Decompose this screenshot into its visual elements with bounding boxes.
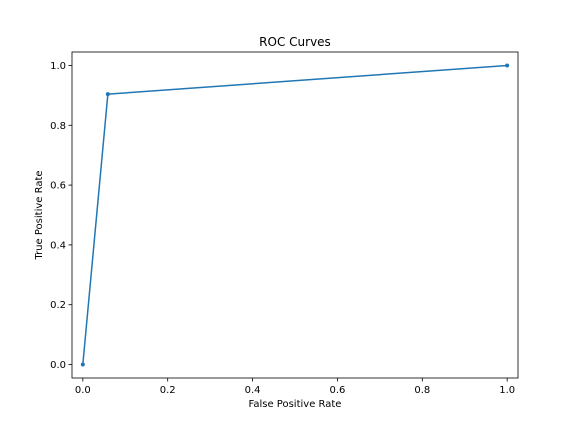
x-tick-label: 0.2 [160,385,176,396]
y-tick-label: 0.8 [50,121,66,132]
y-tick-label: 0.2 [50,300,66,311]
x-tick-label: 0.8 [414,385,430,396]
x-tick-label: 1.0 [499,385,515,396]
y-tick-label: 0.6 [50,181,66,192]
x-tick-label: 0.4 [245,385,261,396]
x-tick-label: 0.0 [75,385,91,396]
x-axis-label: False Positive Rate [249,399,342,410]
y-axis-ticks: 0.0 0.2 0.4 0.6 0.8 1.0 [50,61,72,371]
plot-frame [71,51,519,379]
roc-curve-line [82,64,508,365]
x-axis-ticks: 0.0 0.2 0.4 0.6 0.8 1.0 [75,378,515,396]
x-tick-label: 0.6 [329,385,345,396]
chart-title: ROC Curves [259,35,331,49]
y-axis-label: True Positive Rate [34,170,45,260]
plot-area [80,63,510,367]
roc-curve-point [105,92,110,97]
y-tick-label: 0.4 [50,240,66,251]
roc-curve-point [505,63,510,68]
y-tick-label: 1.0 [50,61,66,72]
y-tick-label: 0.0 [50,360,66,371]
roc-curve-point [80,362,85,367]
